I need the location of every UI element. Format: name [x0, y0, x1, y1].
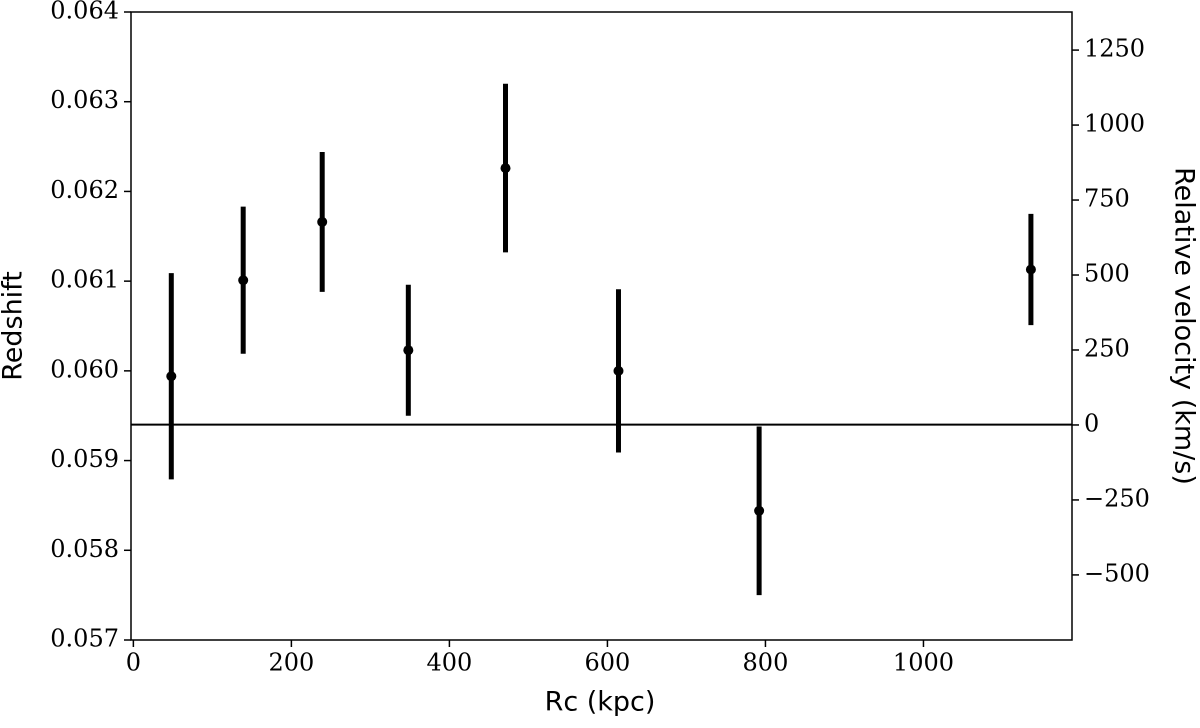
y2-tick-label: −250: [1084, 484, 1150, 512]
y-tick-label: 0.060: [50, 355, 119, 383]
x-axis-label: Rc (kpc): [545, 687, 656, 718]
data-point: [166, 371, 177, 382]
data-point: [317, 216, 328, 227]
y2-axis-label: Relative velocity (km/s): [1169, 167, 1200, 485]
y2-tick-label: −500: [1084, 559, 1150, 587]
y-tick-label: 0.064: [50, 0, 119, 25]
x-tick-label: 600: [585, 649, 631, 677]
y-tick-label: 0.063: [50, 86, 119, 114]
plot-frame: [130, 11, 1073, 641]
y-tick-label: 0.058: [50, 535, 119, 563]
y2-tick-label: 500: [1084, 260, 1130, 288]
y-tick-label: 0.057: [50, 625, 119, 653]
data-point: [1025, 264, 1036, 275]
y-axis-label: Redshift: [0, 271, 29, 381]
y2-tick-label: 750: [1084, 185, 1130, 213]
y-tick-label: 0.059: [50, 445, 119, 473]
x-tick-label: 200: [268, 649, 314, 677]
y2-tick-label: 0: [1084, 409, 1099, 437]
y2-tick-label: 1000: [1084, 110, 1145, 138]
data-point: [754, 505, 765, 516]
data-point: [238, 275, 249, 286]
y2-tick-label: 250: [1084, 334, 1130, 362]
y-tick-label: 0.061: [50, 266, 119, 294]
data-point: [613, 365, 624, 376]
y-tick-label: 0.062: [50, 176, 119, 204]
x-tick-label: 0: [126, 649, 141, 677]
x-tick-label: 800: [743, 649, 789, 677]
x-tick-label: 1000: [893, 649, 954, 677]
data-point: [500, 163, 511, 174]
x-tick-label: 400: [427, 649, 473, 677]
data-point: [403, 345, 414, 356]
y2-tick-label: 1250: [1084, 35, 1145, 63]
